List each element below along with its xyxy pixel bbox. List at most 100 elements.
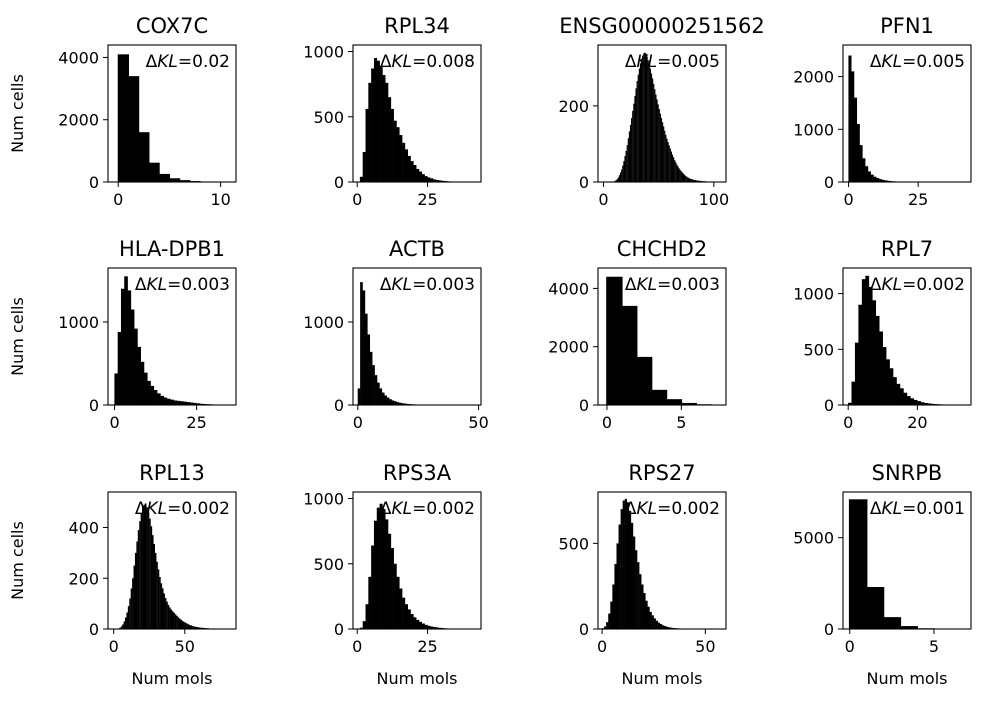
histogram-bar — [364, 313, 368, 405]
histogram-bar — [430, 626, 434, 629]
histogram-bar — [359, 627, 363, 629]
subplot-cox7c: COX7C ΔKL=0.02 0 10 0 2000 4000 Num cells — [8, 14, 237, 209]
x-tick-label: 5 — [676, 413, 686, 432]
histogram-bar — [140, 513, 143, 629]
histogram-bar — [697, 180, 699, 182]
bars — [848, 275, 966, 405]
y-tick-label: 500 — [558, 534, 589, 553]
histogram-bar — [123, 621, 126, 629]
histogram-bar — [680, 402, 697, 405]
histogram-bar — [620, 172, 622, 182]
histogram-bar — [197, 627, 200, 629]
x-tick-label: 50 — [695, 637, 715, 656]
histogram-bar — [418, 621, 423, 629]
kl-annotation: ΔKL=0.005 — [870, 52, 965, 72]
axes-frame — [597, 44, 727, 183]
histogram-bar — [630, 522, 634, 629]
x-axis-label: Num mols — [867, 669, 948, 688]
histogram-bar — [623, 161, 625, 182]
histogram-bar — [161, 588, 164, 629]
histogram-bar — [122, 624, 124, 629]
y-tick-label: 1000 — [58, 313, 99, 332]
histogram-bar — [639, 63, 642, 182]
histogram-bar — [157, 393, 161, 405]
histogram-bar — [386, 397, 390, 405]
kl-annotation: ΔKL=0.003 — [625, 275, 720, 295]
histogram-bar — [858, 304, 863, 405]
bars — [359, 58, 473, 182]
histogram-bar — [906, 396, 911, 405]
kl-annotation: ΔKL=0.001 — [870, 499, 965, 519]
histogram-bar — [853, 97, 858, 182]
histogram-bar — [680, 171, 682, 182]
subplot-title: RPS27 — [628, 461, 695, 485]
histogram-bar — [616, 178, 618, 182]
histogram-bar — [671, 154, 674, 182]
histogram-bar — [669, 148, 671, 182]
subplot-title: COX7C — [136, 14, 208, 38]
histogram-bar — [653, 618, 656, 629]
histogram-bar — [149, 518, 151, 629]
histogram-bar — [665, 399, 683, 405]
histogram-bar — [679, 169, 681, 182]
histogram-bar — [441, 180, 445, 182]
histogram-bar — [388, 533, 392, 629]
histogram-bar — [188, 624, 191, 629]
histogram-bar — [416, 168, 420, 182]
bars — [119, 503, 222, 629]
histogram-bar — [614, 180, 616, 182]
histogram-bar — [650, 389, 668, 405]
histogram-bar — [643, 53, 645, 182]
histogram-bar — [357, 388, 361, 405]
histogram-bar — [163, 593, 165, 629]
histogram-bar — [114, 373, 119, 405]
histogram-bar — [427, 625, 431, 629]
histogram-bar — [385, 82, 389, 182]
histogram-bar — [700, 180, 702, 182]
y-tick-label: 0 — [334, 396, 344, 415]
histogram-bar — [870, 174, 874, 182]
histogram-bar — [200, 627, 202, 629]
histogram-bar — [427, 177, 431, 182]
histogram-bar — [147, 512, 150, 629]
x-tick-label: 0 — [352, 637, 362, 656]
kl-annotation: ΔKL=0.003 — [135, 275, 230, 295]
histogram-bar — [376, 507, 380, 629]
histogram-bar — [433, 179, 437, 182]
y-axis-label: Num cells — [8, 74, 27, 153]
histogram-bar — [645, 600, 648, 629]
histogram-bar — [160, 583, 163, 629]
histogram-bar — [407, 155, 411, 182]
histogram-bar — [187, 624, 190, 629]
y-tick-label: 200 — [558, 97, 589, 116]
histogram-bar — [872, 300, 877, 405]
histogram-bar — [413, 617, 417, 629]
histogram-bar — [183, 401, 187, 405]
y-tick-label: 0 — [579, 396, 589, 415]
histogram-bar — [610, 601, 613, 629]
histogram-bar — [661, 625, 665, 629]
histogram-bar — [401, 403, 404, 405]
histogram-bar — [633, 103, 635, 182]
histogram-bar — [622, 500, 625, 629]
histogram-bar — [362, 151, 366, 182]
histogram-bar — [389, 399, 392, 405]
histogram-bar — [614, 563, 617, 629]
histogram-bar — [699, 180, 701, 182]
histogram-bar — [886, 359, 890, 405]
histogram-bar — [127, 606, 130, 629]
histogram-bar — [862, 158, 866, 182]
histogram-bar — [651, 615, 654, 629]
histogram-bar — [368, 82, 372, 182]
histogram-bar — [604, 626, 607, 629]
kl-annotation: ΔKL=0.002 — [625, 499, 720, 519]
axes-frame — [842, 267, 972, 406]
histogram-bar — [899, 626, 918, 629]
subplot-title: RPL13 — [139, 461, 205, 485]
histogram-bar — [649, 611, 652, 629]
histogram-bar — [407, 609, 411, 629]
histogram-bar — [186, 402, 191, 405]
histogram-bar — [693, 180, 696, 182]
histogram-bar — [372, 365, 375, 405]
